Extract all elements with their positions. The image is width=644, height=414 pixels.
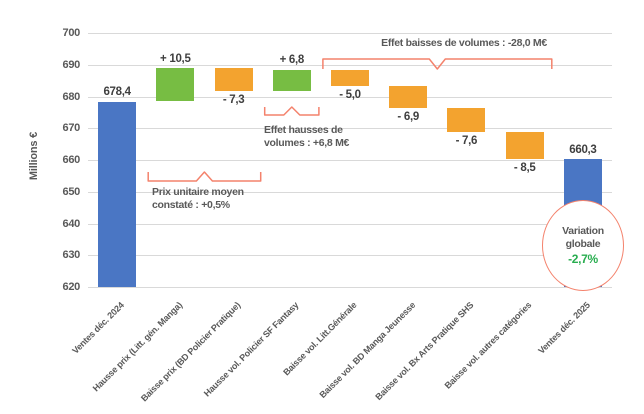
gridline-620	[88, 287, 612, 288]
volume-up-note-line1: Effet hausses de	[264, 124, 343, 136]
brace-volume_up_note	[263, 106, 320, 116]
y-tick-label: 670	[62, 122, 81, 135]
x-category-label: Baisse vol. BD Manga Jeunesse	[317, 300, 418, 400]
waterfall-bar-decrease	[389, 85, 428, 108]
volume-up-note-line2: volumes : +6,8 M€	[264, 136, 350, 149]
gridline-700	[88, 33, 612, 34]
y-tick-label: 640	[62, 217, 81, 230]
y-axis-title: Millions €	[28, 131, 40, 181]
waterfall-bar-increase	[156, 68, 195, 102]
gridline-670	[88, 128, 612, 130]
x-category-label: Ventes déc. 2024	[70, 300, 127, 356]
bar-value-label: - 6,9	[397, 110, 419, 123]
gridline-690	[88, 64, 612, 66]
volume-down-note: Effet baisses de volumes : -28,0 M€	[381, 37, 547, 49]
gridline-630	[88, 255, 612, 257]
price-note: Prix unitaire moyen constaté : +0,5%	[152, 186, 244, 211]
waterfall-bar-decrease	[447, 107, 486, 132]
y-tick-label: 690	[62, 58, 81, 71]
gridline-640	[88, 223, 612, 225]
waterfall-bar-decrease	[214, 68, 253, 92]
waterfall-bar-decrease	[505, 131, 544, 159]
gridline-660	[88, 160, 612, 161]
gridline-680	[88, 96, 612, 98]
waterfall-bar-decrease	[331, 69, 369, 86]
price-note-line2: constaté : +0,5%	[152, 198, 230, 211]
y-tick-label: 650	[62, 185, 81, 198]
price-note-line1: Prix unitaire moyen	[152, 186, 244, 198]
x-category-label: Ventes déc. 2025	[536, 300, 592, 356]
y-tick-label: 700	[62, 27, 81, 39]
bar-value-label: - 7,6	[455, 134, 478, 147]
variation-label-line1: Variation	[562, 225, 604, 237]
x-category-label: Baisse prix (BD Policier Pratique)	[139, 300, 243, 404]
waterfall-bar-total	[98, 101, 137, 287]
bar-value-label: 678,4	[103, 86, 131, 99]
variation-value: -2,7%	[568, 252, 598, 266]
bar-value-label: - 8,5	[513, 161, 536, 174]
waterfall-bar-increase	[272, 69, 311, 92]
y-tick-label: 660	[62, 154, 81, 166]
brace-price_note	[147, 171, 262, 182]
volume-up-note: Effet hausses de volumes : +6,8 M€	[264, 124, 349, 149]
x-category-label: Hausse vol. Policier SF Fantasy	[202, 300, 301, 399]
y-tick-label: 630	[62, 249, 81, 262]
bar-value-label: - 5,0	[339, 88, 361, 101]
y-tick-label: 620	[62, 281, 81, 293]
variation-label-line2: globale	[565, 238, 601, 250]
variation-globale-badge: Variation globale -2,7%	[542, 200, 624, 291]
bar-value-label: 660,3	[569, 143, 597, 156]
bar-value-label: + 6,8	[279, 54, 305, 67]
bar-value-label: - 7,3	[222, 94, 245, 107]
gridline-650	[88, 191, 612, 193]
bar-value-label: + 10,5	[160, 52, 191, 65]
y-tick-label: 680	[62, 90, 81, 103]
x-category-label: Baisse vol. Bx Arts Pratique SHS	[373, 300, 476, 403]
